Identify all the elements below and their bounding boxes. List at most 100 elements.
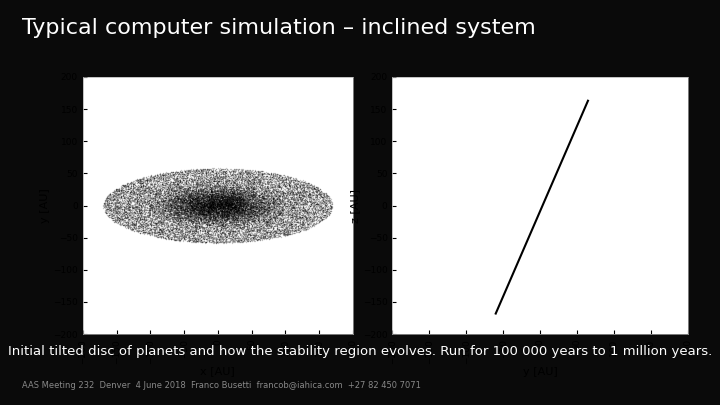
Point [139,187,150,194]
Point [283,181,294,188]
Point [259,195,271,202]
Point [301,181,312,187]
Point [152,215,163,222]
Point [182,237,194,243]
Point [223,194,235,200]
Point [230,196,242,203]
Point [256,203,268,209]
Point [288,206,300,213]
Point [300,198,312,205]
Point [315,201,326,208]
Point [266,184,278,190]
Point [269,234,280,240]
Point [186,181,198,188]
Point [135,182,147,189]
Point [289,202,300,209]
Point [228,190,240,196]
Point [161,184,172,190]
Point [157,178,168,185]
Point [160,190,171,197]
Point [176,206,187,213]
Point [272,174,284,181]
Point [207,206,218,212]
Point [107,206,119,212]
Point [229,193,240,200]
Point [216,217,228,224]
Point [125,217,137,224]
Point [171,205,182,211]
Point [175,216,186,223]
Point [191,187,202,193]
Point [264,209,275,215]
Point [124,186,135,192]
Point [223,203,235,209]
Point [214,212,225,218]
Point [122,224,134,231]
Point [194,215,205,222]
Point [214,210,225,217]
Point [196,207,207,214]
Point [176,215,188,221]
Point [183,202,194,209]
Point [181,211,193,217]
Point [220,207,232,213]
Point [195,194,207,200]
Point [190,166,202,173]
Point [294,194,306,200]
Point [264,197,276,204]
Point [253,193,265,199]
Point [192,203,203,210]
Point [224,199,235,206]
Point [114,217,126,224]
Point [124,212,135,219]
Point [193,203,204,209]
Point [186,187,198,193]
Point [233,200,245,207]
Point [265,213,276,220]
Point [248,194,259,200]
Point [240,184,251,191]
Point [212,203,224,210]
Point [184,206,196,212]
Point [168,198,179,205]
Point [231,210,243,216]
Point [216,188,228,194]
Point [194,234,205,240]
Point [253,202,264,209]
Point [202,179,213,185]
Point [180,188,192,195]
Point [186,220,197,226]
Point [156,186,168,192]
Point [239,210,251,217]
Point [308,185,320,192]
Point [310,183,322,190]
Point [228,210,239,217]
Point [231,207,243,213]
Point [100,200,112,207]
Point [208,235,220,241]
Point [194,170,205,176]
Point [194,205,206,212]
Point [143,207,155,213]
Point [158,188,170,194]
Point [273,227,284,233]
Point [262,207,274,213]
Point [180,199,192,206]
Point [253,206,265,212]
Point [263,207,274,213]
Point [242,182,253,188]
Point [227,198,238,205]
Point [179,212,190,219]
Point [207,208,218,214]
Point [159,203,171,210]
Point [201,198,212,204]
Point [190,217,202,224]
Point [170,209,181,215]
Point [129,210,140,216]
Point [196,213,207,220]
Point [258,192,269,198]
Point [229,203,240,209]
Point [206,195,217,201]
Point [287,218,299,224]
Point [206,200,217,207]
